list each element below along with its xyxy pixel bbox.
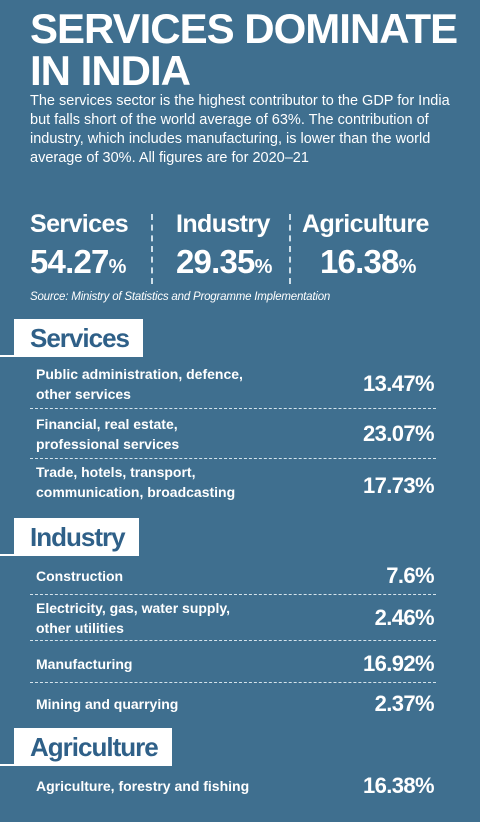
table-row: Manufacturing 16.92% <box>30 642 436 683</box>
table-row: Public administration, defence, other ser… <box>30 360 436 409</box>
row-label: Trade, hotels, transport, communication, … <box>36 464 236 500</box>
row-value: 16.92% <box>362 651 435 676</box>
section-heading-industry: Industry <box>0 518 139 556</box>
title-line-1: SERVICES DOMINATE <box>30 5 458 52</box>
stat-label: Services <box>30 210 129 238</box>
section-heading-services: Services <box>0 319 143 357</box>
stat-value: 16.38% <box>320 243 416 280</box>
row-value: 16.38% <box>362 773 435 798</box>
divider <box>151 214 153 284</box>
row-value: 17.73% <box>362 473 435 498</box>
summary-stats: Services 54.27% Industry 29.35% Agricult… <box>30 210 450 290</box>
page-title: SERVICES DOMINATE IN INDIA <box>30 8 470 92</box>
table-row: Agriculture, forestry and fishing 16.38% <box>30 768 436 806</box>
table-row: Electricity, gas, water supply, other uti… <box>30 596 436 641</box>
table-row: Mining and quarrying 2.37% <box>30 684 436 724</box>
row-value: 7.6% <box>386 563 434 588</box>
title-line-2: IN INDIA <box>30 47 191 94</box>
stat-label: Industry <box>176 210 270 238</box>
row-label: Mining and quarrying <box>36 696 179 712</box>
agriculture-rows: Agriculture, forestry and fishing 16.38% <box>30 768 436 808</box>
section-heading-agriculture: Agriculture <box>0 728 172 766</box>
stat-label: Agriculture <box>302 210 429 238</box>
table-row: Trade, hotels, transport, communication, … <box>30 460 436 508</box>
stat-value: 29.35% <box>176 243 272 280</box>
table-row: Financial, real estate, professional serv… <box>30 410 436 459</box>
services-rows: Public administration, defence, other ser… <box>30 360 436 510</box>
row-value: 13.47% <box>362 371 435 396</box>
row-label: Financial, real estate, professional serv… <box>36 416 180 452</box>
row-label: Manufacturing <box>36 656 133 672</box>
stat-value: 54.27% <box>30 243 126 280</box>
divider <box>289 214 291 284</box>
row-label: Agriculture, forestry and fishing <box>36 778 250 794</box>
row-label: Electricity, gas, water supply, other uti… <box>36 600 230 636</box>
row-value: 23.07% <box>362 421 435 446</box>
row-value: 2.46% <box>374 605 435 630</box>
intro-text: The services sector is the highest contr… <box>30 93 450 166</box>
stat-industry: Industry 29.35% <box>176 210 272 287</box>
stat-agriculture: Agriculture 16.38% <box>302 210 429 287</box>
stat-services: Services 54.27% <box>30 210 129 287</box>
row-label: Public administration, defence, other ser… <box>36 366 243 402</box>
row-label: Construction <box>36 568 124 584</box>
row-value: 2.37% <box>374 691 435 716</box>
industry-rows: Construction 7.6% Electricity, gas, wate… <box>30 560 436 725</box>
source-note: Source: Ministry of Statistics and Progr… <box>30 291 331 303</box>
table-row: Construction 7.6% <box>30 560 436 595</box>
